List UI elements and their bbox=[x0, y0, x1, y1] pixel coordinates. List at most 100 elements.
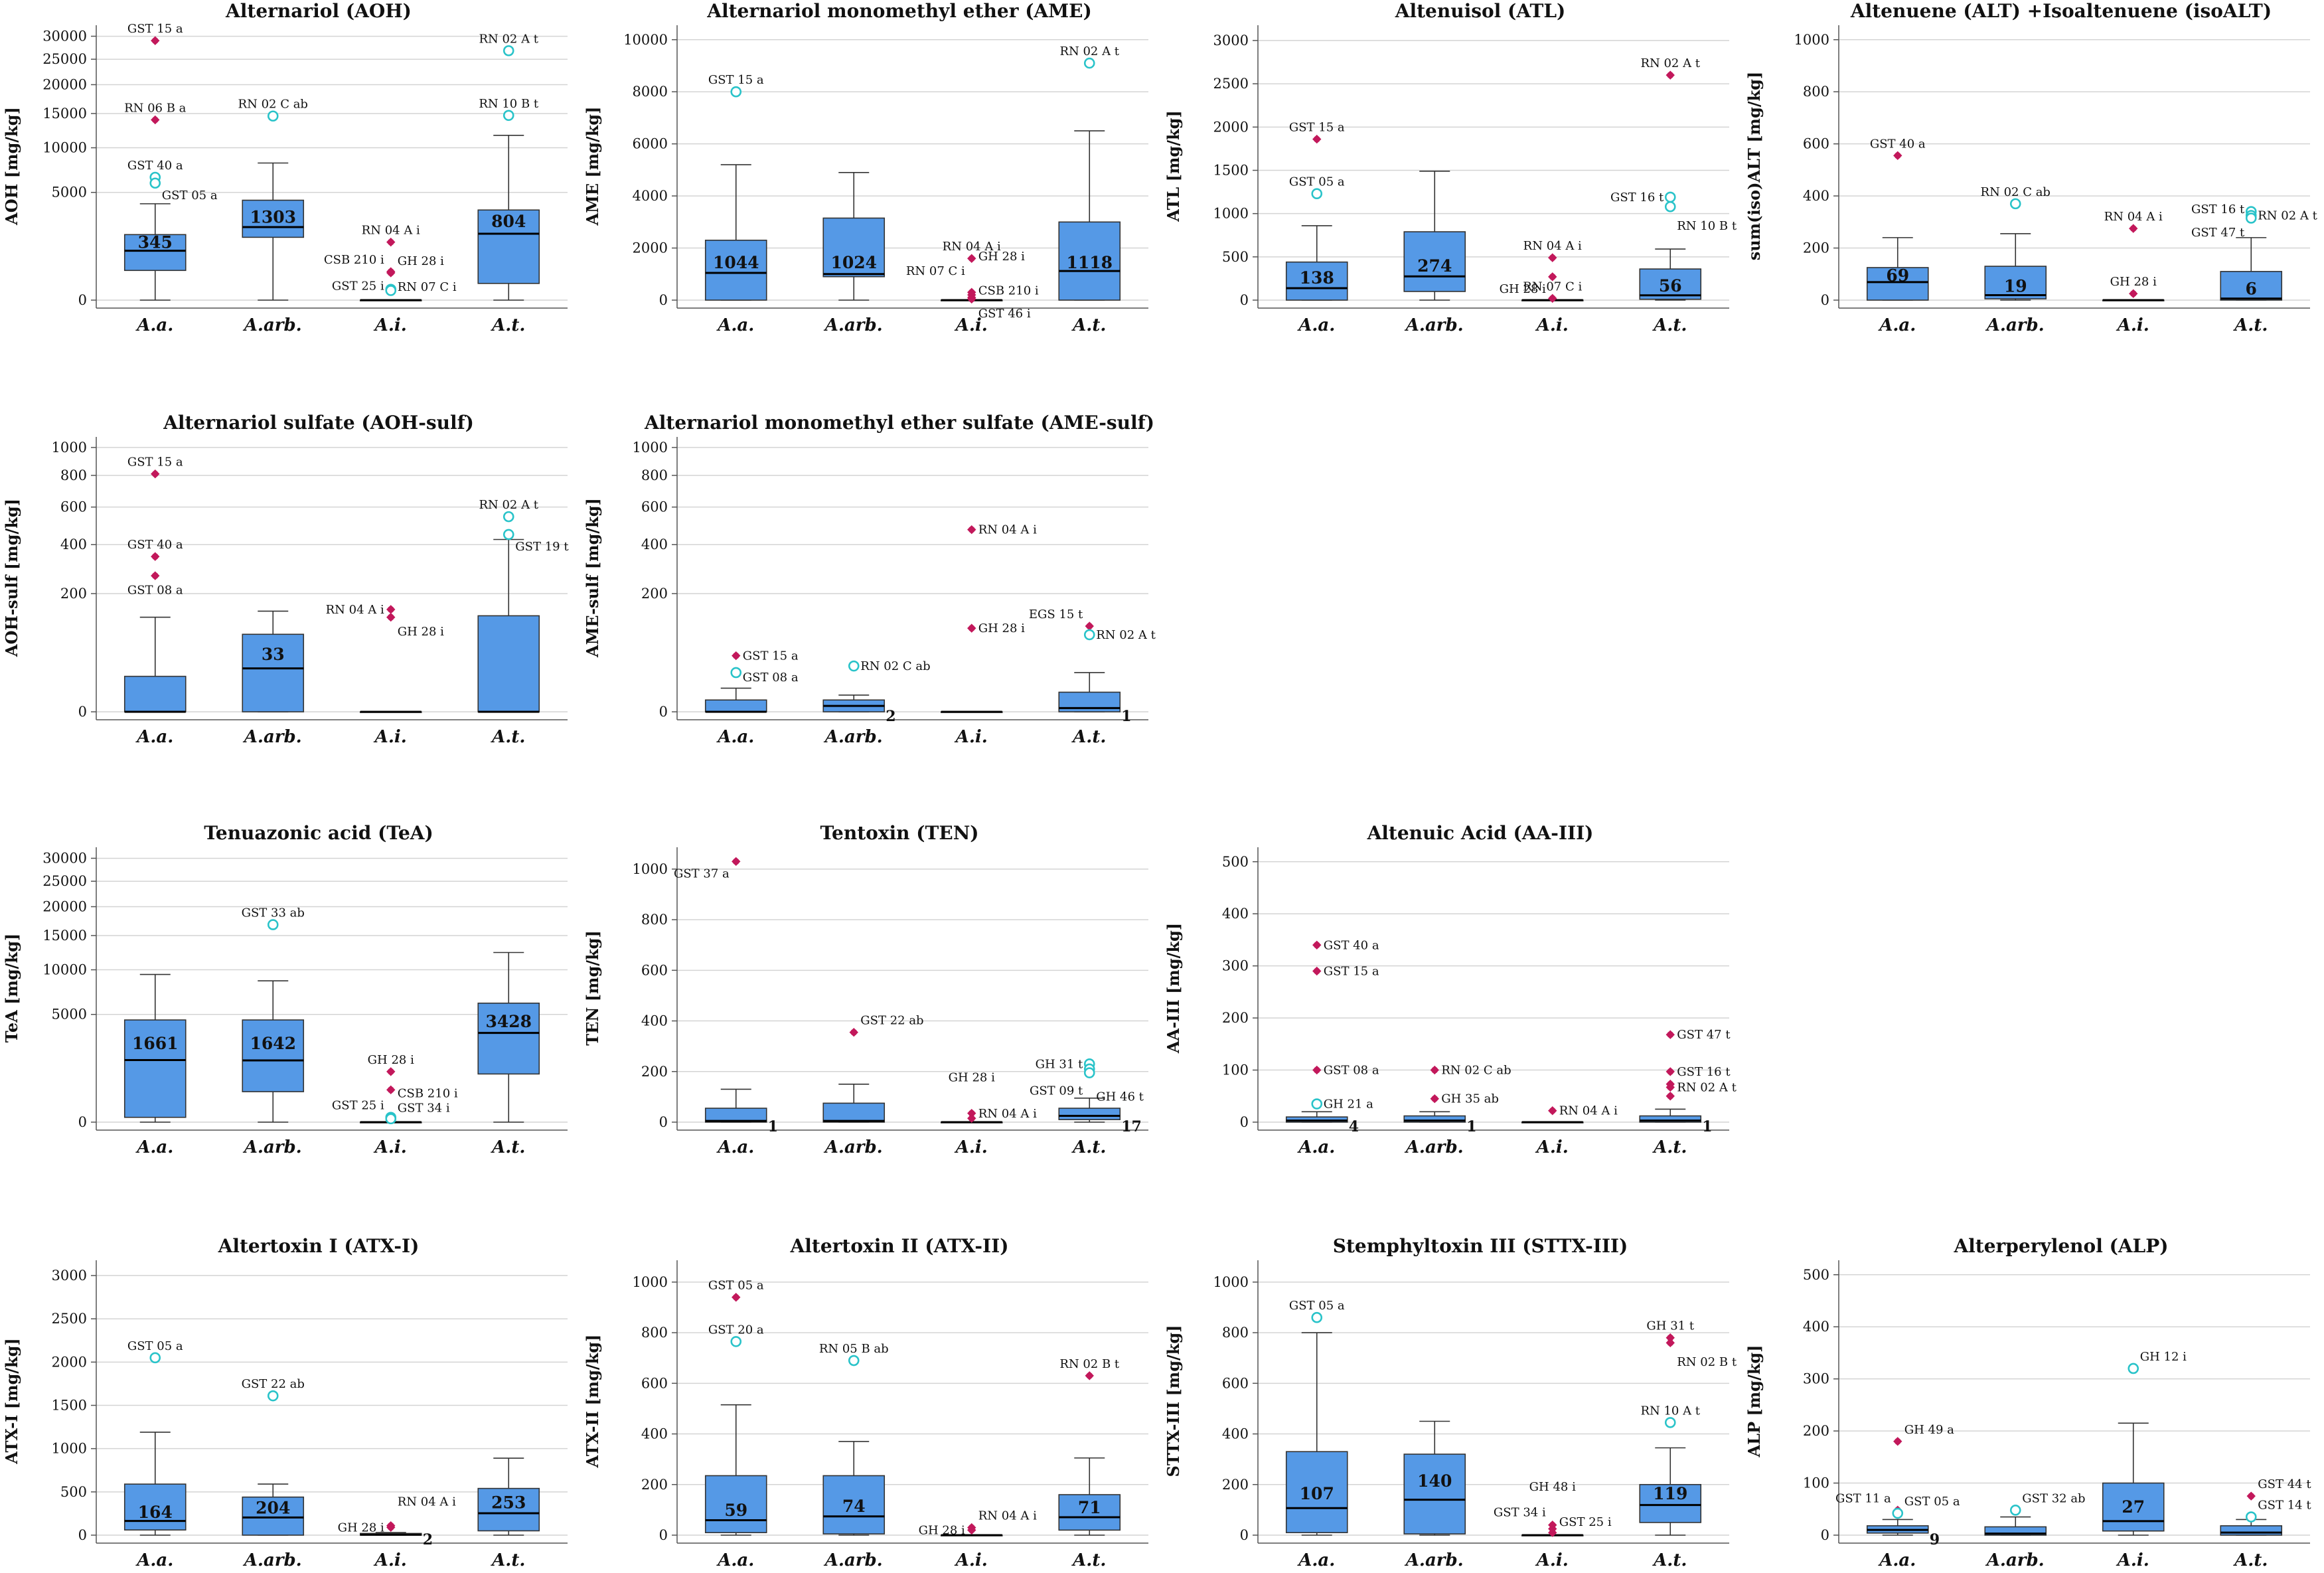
outlier-1: RN 06 B a bbox=[124, 102, 187, 125]
x-tick-label: A.a. bbox=[1296, 315, 1335, 335]
y-tick-label: 30000 bbox=[42, 851, 87, 867]
y-tick-label: 3000 bbox=[1213, 33, 1249, 48]
outlier-label: GST 15 a bbox=[1324, 965, 1379, 979]
outlier-mild-mark bbox=[2009, 198, 2021, 210]
outlier-5: RN 02 A t bbox=[479, 498, 539, 523]
outlier-label: GH 21 a bbox=[1324, 1098, 1373, 1112]
outlier-label: GST 32 ab bbox=[2022, 1491, 2085, 1505]
box-iqr bbox=[242, 633, 305, 712]
x-tick-label: A.arb. bbox=[1985, 1550, 2045, 1570]
outlier-label: RN 02 A t bbox=[1640, 56, 1700, 70]
box-iqr bbox=[2102, 1482, 2165, 1532]
x-tick-label: A.i. bbox=[1535, 315, 1569, 335]
box-1 bbox=[1403, 1111, 1466, 1123]
y-tick-label: 2500 bbox=[52, 1311, 87, 1327]
y-tick-label: 1000 bbox=[1794, 32, 1829, 48]
box-iqr bbox=[1403, 1115, 1466, 1123]
x-tick-label: A.arb. bbox=[242, 727, 302, 747]
outlier-2: RN 04 A i bbox=[386, 1495, 456, 1531]
box-0: 164 bbox=[123, 1432, 187, 1536]
outlier-3: GH 28 i bbox=[2110, 275, 2157, 298]
box-iqr bbox=[1639, 1115, 1702, 1123]
outlier-4: GH 31 t bbox=[1646, 1319, 1695, 1343]
overlap-count-label: 1 bbox=[1702, 1118, 1712, 1135]
outlier-label: GST 25 i bbox=[332, 279, 384, 293]
y-axis-label: AME [mg/kg] bbox=[583, 107, 602, 226]
box-3 bbox=[1058, 672, 1121, 712]
outlier-extreme-dot bbox=[1667, 1339, 1674, 1347]
y-tick-label: 800 bbox=[641, 1325, 668, 1341]
outlier-label: RN 04 A i bbox=[943, 240, 1001, 254]
box-1 bbox=[1984, 1516, 2047, 1536]
outlier-extreme-dot bbox=[968, 1527, 975, 1534]
x-tick-label: A.t. bbox=[1652, 1137, 1687, 1157]
chart-panel-12: Alterperylenol (ALP) ALP [mg/kg] 0 100 200 30… bbox=[1743, 1235, 2320, 1570]
y-tick-label: 800 bbox=[60, 467, 87, 483]
y-tick-label: 15000 bbox=[42, 106, 87, 122]
outlier-mild-mark bbox=[267, 110, 279, 122]
outlier-label: GST 25 i bbox=[1559, 1515, 1612, 1529]
x-tick-label: A.arb. bbox=[1985, 315, 2045, 335]
x-tick-label: A.t. bbox=[1652, 315, 1687, 335]
outlier-3: RN 04 A i bbox=[967, 1107, 1037, 1123]
outlier-mild-mark bbox=[848, 1355, 860, 1366]
x-tick-label: A.a. bbox=[1877, 315, 1916, 335]
outlier-extreme-dot bbox=[151, 116, 159, 124]
outlier-label: RN 02 A t bbox=[1059, 44, 1119, 58]
box-2 bbox=[359, 1532, 422, 1536]
y-tick-label: 30000 bbox=[42, 29, 87, 44]
outlier-label: GST 05 a bbox=[1904, 1495, 1960, 1509]
outlier-5: RN 02 A t bbox=[2245, 209, 2318, 223]
y-axis-label: ALP [mg/kg] bbox=[1744, 1345, 1764, 1458]
outlier-2: RN 02 C ab bbox=[848, 659, 931, 673]
outlier-label: GH 31 t bbox=[1646, 1319, 1694, 1333]
chart-svg: Alternariol monomethyl ether sulfate (AM… bbox=[583, 412, 1156, 747]
chart-panel-1: Alternariol monomethyl ether (AME) AME [m… bbox=[581, 0, 1158, 335]
median-value-label: 138 bbox=[1300, 268, 1334, 288]
median-value-label: 1024 bbox=[830, 253, 877, 272]
outlier-label: RN 07 C i bbox=[398, 280, 457, 294]
y-axis-label: ATX-I [mg/kg] bbox=[2, 1338, 21, 1465]
outlier-4: GH 28 i bbox=[919, 1523, 976, 1537]
chart-panel-2: Altenuisol (ATL) ATL [mg/kg] 0 500 1000 1500 2… bbox=[1162, 0, 1739, 335]
outlier-label: RN 02 C ab bbox=[1981, 185, 2051, 199]
x-tick-label: A.a. bbox=[716, 1137, 754, 1157]
outlier-extreme-dot bbox=[2130, 225, 2137, 232]
chart-title: Altertoxin I (ATX-I) bbox=[218, 1235, 420, 1257]
outlier-label: RN 04 A i bbox=[362, 224, 420, 238]
chart-svg: Altenuisol (ATL) ATL [mg/kg] 0 500 1000 1500 2… bbox=[1164, 0, 1737, 335]
chart-title: Stemphyltoxin III (STTX-III) bbox=[1333, 1235, 1628, 1257]
chart-title: Altenuene (ALT) +Isoaltenuene (isoALT) bbox=[1850, 0, 2272, 22]
overlap-count-label: 2 bbox=[423, 1531, 433, 1548]
outlier-label: GST 05 a bbox=[127, 1339, 183, 1353]
box-0 bbox=[1285, 1111, 1348, 1123]
outlier-5: GH 35 ab bbox=[1430, 1092, 1499, 1106]
outlier-extreme-dot bbox=[1667, 1334, 1674, 1341]
chart-svg: Alternariol sulfate (AOH-sulf) AOH-sulf [… bbox=[2, 412, 569, 747]
x-tick-label: A.a. bbox=[1877, 1550, 1916, 1570]
y-tick-label: 2500 bbox=[1213, 76, 1249, 92]
y-tick-label: 2000 bbox=[1213, 119, 1249, 135]
outlier-mild-mark bbox=[267, 919, 279, 930]
outlier-mild-mark bbox=[1311, 188, 1323, 200]
outlier-3: GST 05 a bbox=[149, 177, 218, 203]
median-value-label: 345 bbox=[138, 233, 173, 252]
y-tick-label: 300 bbox=[1222, 958, 1249, 974]
y-tick-label: 200 bbox=[60, 586, 87, 602]
box-2 bbox=[359, 299, 422, 301]
box-0: 69 bbox=[1866, 237, 1929, 301]
outlier-7: RN 10 B t bbox=[1664, 201, 1737, 233]
median-value-label: 274 bbox=[1417, 256, 1452, 276]
chart-svg: Alternariol (AOH) AOH [mg/kg] 0 5000 10000 15… bbox=[2, 0, 568, 335]
outlier-extreme-dot bbox=[387, 1524, 394, 1531]
x-tick-label: A.i. bbox=[1535, 1550, 1569, 1570]
y-tick-label: 5000 bbox=[52, 1007, 87, 1023]
y-tick-label: 400 bbox=[641, 1426, 668, 1442]
chart-svg: Altenuene (ALT) +Isoaltenuene (isoALT) su… bbox=[1744, 0, 2318, 335]
outlier-4: RN 02 C ab bbox=[238, 98, 308, 122]
x-tick-label: A.t. bbox=[2232, 1550, 2268, 1570]
overlap-count-label: 9 bbox=[1930, 1531, 1940, 1548]
outlier-3: RN 04 A i bbox=[326, 603, 396, 617]
outlier-label: GST 25 i bbox=[332, 1099, 384, 1113]
outlier-label: GH 35 ab bbox=[1441, 1092, 1499, 1106]
